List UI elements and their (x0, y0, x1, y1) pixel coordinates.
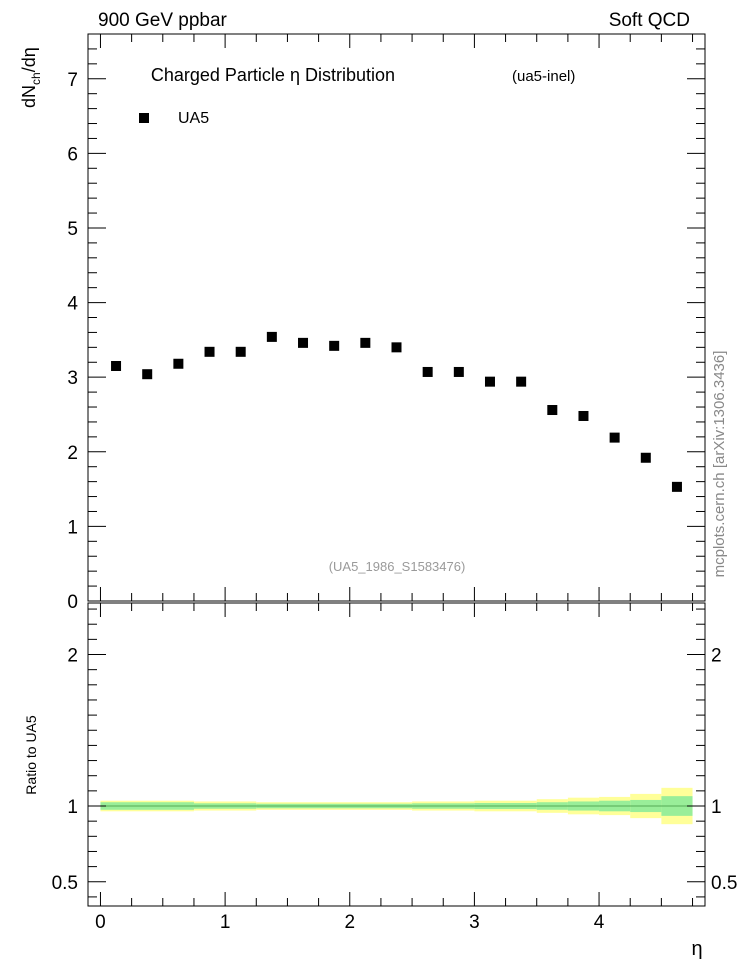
legend-label-ua5: UA5 (178, 110, 209, 127)
y-tick-label: 2 (67, 443, 78, 464)
data-point-ua5 (235, 346, 246, 357)
data-point-ua5 (111, 360, 122, 371)
data-point-ua5 (516, 376, 527, 387)
y-tick-label: 1 (67, 517, 78, 538)
analysis-reference: (UA5_1986_S1583476) (329, 559, 466, 574)
y-tick-label: 3 (67, 368, 78, 389)
data-point-ua5 (422, 366, 433, 377)
ratio-axis-ticks: 0.5 0.5 1 1 2 2 0 1 2 3 4 (52, 603, 737, 933)
x-axis-label: η (691, 938, 702, 960)
header-left: 900 GeV ppbar (98, 10, 228, 31)
data-point-ua5 (391, 342, 402, 353)
data-point-ua5 (609, 432, 620, 443)
ratio-plot-frame (87, 602, 706, 907)
mcplots-note: mcplots.cern.ch [arXiv:1306.3436] (711, 351, 728, 578)
data-point-ua5 (671, 481, 682, 492)
ratio-bands (100, 787, 693, 825)
chart-title: Charged Particle η Distribution (151, 65, 395, 85)
ratio-y-tick-label-right: 1 (711, 797, 722, 818)
data-point-ua5 (360, 337, 371, 348)
ratio-y-tick-label: 1 (67, 797, 78, 818)
data-point-ua5 (142, 369, 153, 380)
data-point-ua5 (453, 366, 464, 377)
main-axis-ticks: 0 1 2 3 4 5 6 7 (67, 33, 705, 613)
legend-marker-ua5 (139, 113, 149, 123)
x-tick-label: 4 (594, 912, 605, 933)
ratio-y-tick-label-right: 2 (711, 646, 722, 667)
y-tick-label: 5 (67, 219, 78, 240)
x-tick-label: 1 (220, 912, 231, 933)
data-point-ua5 (640, 452, 651, 463)
y-axis-label: dNch/dη (19, 47, 43, 108)
ratio-y-tick-label: 0.5 (52, 873, 78, 894)
data-points (111, 331, 682, 492)
x-tick-label: 2 (344, 912, 355, 933)
y-tick-label: 7 (67, 70, 78, 91)
ratio-y-tick-label-right: 0.5 (711, 873, 737, 894)
ratio-y-tick-label: 2 (67, 646, 78, 667)
data-point-ua5 (329, 340, 340, 351)
data-point-ua5 (266, 331, 277, 342)
data-point-ua5 (484, 376, 495, 387)
data-point-ua5 (547, 405, 558, 416)
y-tick-label: 4 (67, 294, 78, 315)
x-tick-label: 0 (95, 912, 106, 933)
ratio-y-axis-label: Ratio to UA5 (23, 715, 39, 795)
data-point-ua5 (298, 337, 309, 348)
x-tick-label: 3 (469, 912, 480, 933)
data-point-ua5 (204, 346, 215, 357)
data-point-ua5 (173, 358, 184, 369)
y-tick-label: 6 (67, 144, 78, 165)
chart-subtitle: (ua5-inel) (512, 68, 575, 85)
y-tick-label: 0 (67, 592, 78, 613)
header-right: Soft QCD (609, 10, 690, 31)
data-point-ua5 (578, 410, 589, 421)
